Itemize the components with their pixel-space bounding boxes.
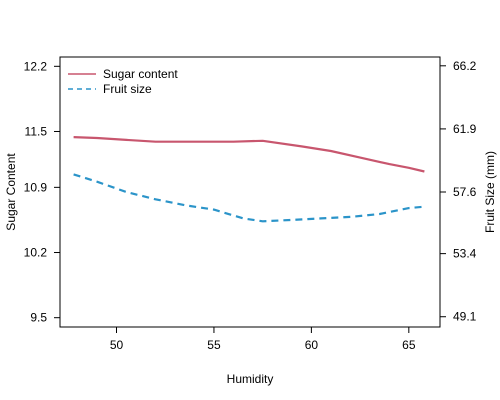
- x-tick-label: 55: [207, 338, 221, 352]
- x-axis-label: Humidity: [227, 372, 274, 386]
- legend-label-fruit-size: Fruit size: [103, 82, 152, 96]
- series-line-1: [73, 173, 425, 223]
- series-line-0: [73, 136, 425, 173]
- left-y-tick-label: 10.2: [24, 246, 48, 260]
- right-y-axis-label: Fruit Size (mm): [483, 151, 497, 233]
- x-tick-label: 65: [402, 338, 416, 352]
- left-y-axis: 9.5 10.2 10.9 11.5 12.2: [24, 59, 60, 325]
- right-y-tick-label: 49.1: [453, 310, 477, 324]
- legend-label-sugar-content: Sugar content: [103, 67, 178, 81]
- right-y-tick-label: 61.9: [453, 122, 477, 136]
- left-y-axis-label: Sugar Content: [4, 153, 18, 231]
- right-y-tick-label: 57.6: [453, 185, 477, 199]
- plot-frame: [59, 56, 441, 328]
- left-y-tick-label: 12.2: [24, 59, 48, 73]
- left-y-tick-label: 11.5: [25, 124, 48, 138]
- series-lines: [73, 136, 425, 223]
- left-y-tick-label: 10.9: [24, 180, 48, 194]
- legend: Sugar content Fruit size: [68, 67, 178, 96]
- x-tick-label: 60: [305, 338, 319, 352]
- right-y-axis: 49.1 53.4 57.6 61.9 66.2: [440, 59, 477, 324]
- left-y-tick-label: 9.5: [30, 311, 47, 325]
- x-tick-label: 50: [110, 338, 124, 352]
- right-y-tick-label: 66.2: [453, 59, 477, 73]
- right-y-tick-label: 53.4: [453, 247, 477, 261]
- x-axis: 50 55 60 65: [110, 327, 416, 352]
